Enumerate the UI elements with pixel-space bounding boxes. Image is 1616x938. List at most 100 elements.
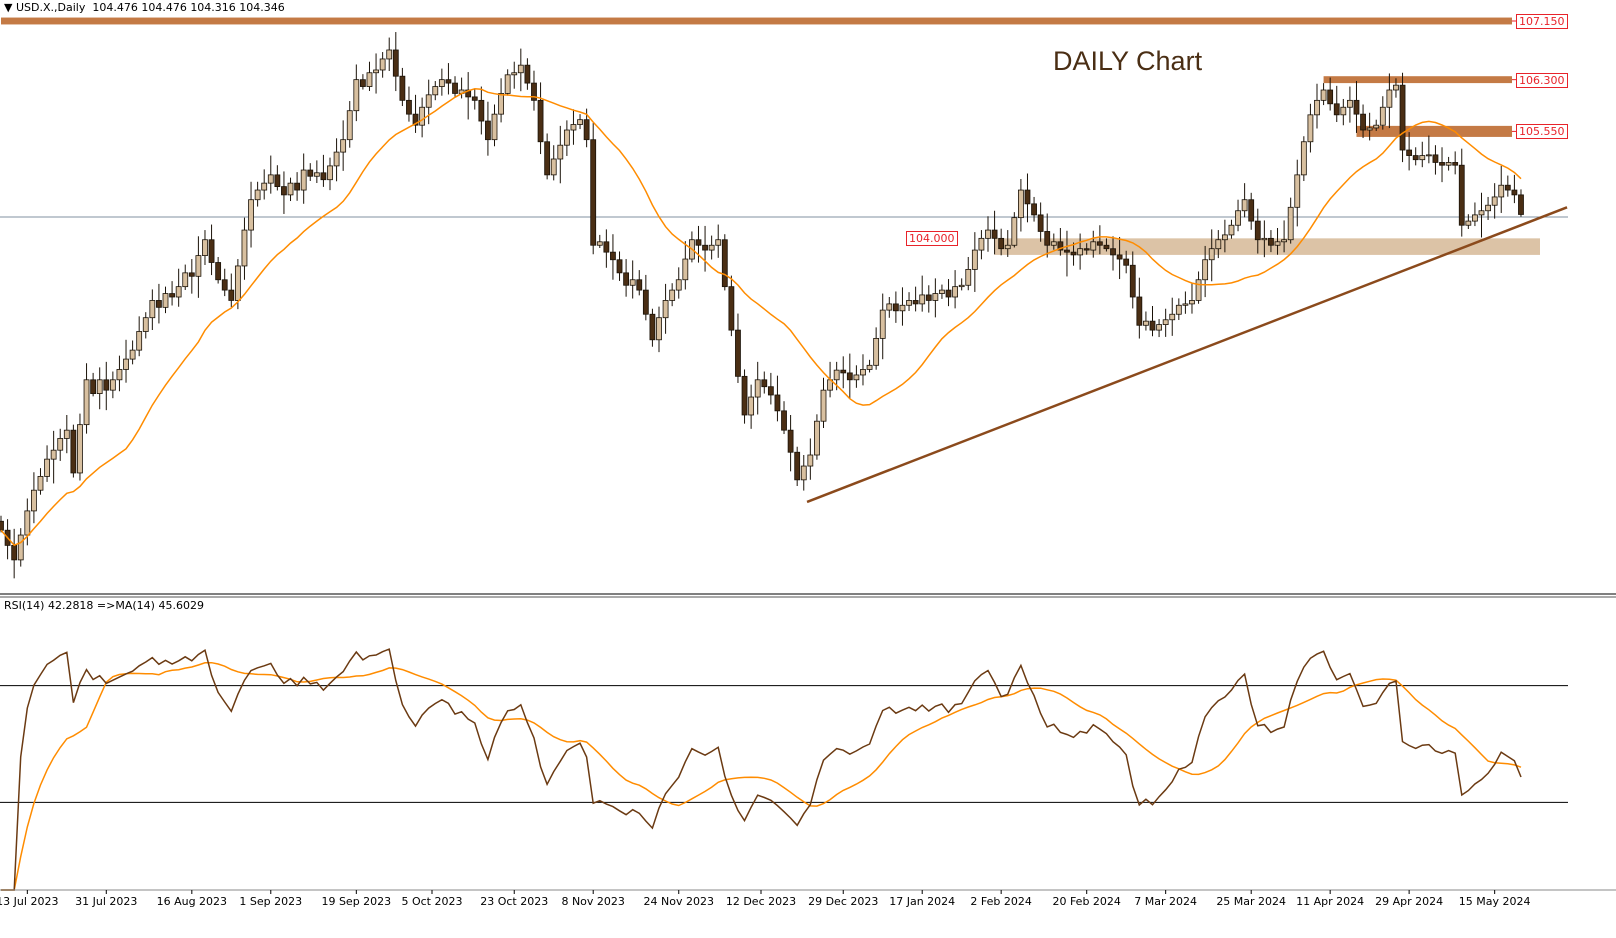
bear-candle: [294, 182, 301, 191]
bull-candle: [63, 429, 70, 439]
level-band-106.300: [1323, 76, 1512, 84]
bull-candle: [195, 255, 202, 277]
bear-candle: [741, 375, 748, 416]
bear-candle: [1439, 162, 1445, 166]
bear-candle: [1096, 241, 1103, 246]
bull-candle: [1162, 319, 1169, 325]
bull-candle: [1485, 204, 1491, 212]
bull-candle: [1208, 248, 1215, 261]
bear-candle: [221, 279, 228, 291]
bear-candle: [537, 99, 544, 143]
bull-candle: [511, 72, 518, 76]
x-tick-label: 11 Apr 2024: [1296, 895, 1365, 908]
bull-candle: [44, 458, 50, 477]
bull-candle: [432, 86, 439, 96]
trendline[interactable]: [806, 206, 1568, 504]
bull-candle: [1445, 162, 1452, 166]
bear-candle: [544, 141, 551, 176]
bull-candle: [30, 489, 37, 512]
bull-candle: [932, 293, 939, 301]
bear-candle: [1399, 84, 1406, 151]
bull-candle: [517, 64, 524, 74]
x-tick-label: 15 May 2024: [1458, 895, 1531, 908]
bear-candle: [1031, 203, 1037, 216]
bull-candle: [333, 151, 340, 167]
bull-candle: [1347, 99, 1353, 108]
bull-candle: [57, 438, 64, 451]
level-band-107.150: [1, 17, 1512, 25]
x-tick-label: 16 Aug 2023: [156, 895, 228, 908]
bull-candle: [353, 79, 360, 112]
x-tick-label: 7 Mar 2024: [1134, 895, 1198, 908]
bear-candle: [169, 293, 175, 298]
bear-candle: [702, 244, 708, 251]
bull-candle: [425, 94, 432, 108]
bull-candle: [136, 331, 143, 351]
bull-candle: [873, 337, 880, 366]
bull-candle: [1281, 239, 1287, 243]
bear-candle: [1327, 89, 1334, 105]
x-tick-label: 25 Mar 2024: [1216, 895, 1287, 908]
bear-candle: [412, 113, 419, 126]
bull-candle: [899, 304, 906, 312]
bull-candle: [1340, 106, 1347, 116]
bull-candle: [248, 199, 254, 231]
bull-candle: [1320, 89, 1327, 101]
bull-candle: [1472, 214, 1478, 222]
bull-candle: [563, 129, 570, 146]
chart-annotation-title: DAILY Chart: [1053, 46, 1203, 76]
x-tick-label: 5 Oct 2023: [401, 895, 463, 908]
bull-candle: [985, 229, 991, 239]
rsi-header: RSI(14) 42.2818 =>MA(14) 45.6029: [4, 599, 204, 612]
bear-candle: [1149, 320, 1156, 331]
bear-candle: [359, 79, 366, 87]
bear-candle: [1057, 241, 1064, 251]
bull-candle: [577, 119, 583, 125]
bull-candle: [675, 279, 682, 291]
bear-candle: [840, 369, 847, 374]
bear-candle: [1518, 194, 1524, 215]
bear-candle: [1116, 254, 1123, 260]
bull-candle: [149, 300, 156, 319]
bull-candle: [833, 369, 840, 381]
bull-candle: [77, 424, 83, 474]
bear-candle: [603, 241, 610, 253]
bear-candle: [767, 386, 774, 396]
bull-candle: [129, 349, 136, 360]
bull-candle: [1018, 189, 1024, 219]
bear-candle: [208, 239, 215, 263]
bull-candle: [327, 165, 333, 181]
bull-candle: [557, 144, 564, 160]
symbol-text: USD.X.,Daily: [15, 1, 86, 14]
bear-candle: [695, 239, 702, 246]
rsi-line: [1, 648, 1522, 891]
bull-candle: [866, 364, 873, 370]
bear-candle: [1248, 199, 1255, 222]
bull-candle: [340, 139, 347, 153]
bear-candle: [912, 300, 919, 305]
bear-candle: [781, 410, 787, 431]
bear-candle: [399, 75, 406, 101]
bull-candle: [109, 379, 116, 391]
bull-candle: [202, 239, 208, 256]
candles: [0, 32, 1524, 579]
bull-candle: [958, 284, 965, 288]
bear-candle: [1083, 248, 1090, 251]
bull-candle: [1379, 106, 1386, 126]
bull-candle: [971, 249, 978, 270]
bull-candle: [939, 289, 945, 294]
bull-candle: [978, 237, 985, 251]
bear-candle: [215, 262, 222, 281]
bear-candle: [1110, 248, 1116, 256]
bull-candle: [629, 279, 636, 286]
bull-candle: [570, 124, 577, 131]
bear-candle: [485, 120, 491, 141]
collapse-triangle-icon[interactable]: ▼: [4, 1, 13, 14]
bull-candle: [807, 454, 814, 467]
bull-candle: [1261, 237, 1268, 241]
bull-candle: [1491, 196, 1498, 206]
bull-candle: [1366, 127, 1373, 131]
bull-candle: [919, 294, 926, 305]
bull-candle: [1011, 217, 1018, 246]
